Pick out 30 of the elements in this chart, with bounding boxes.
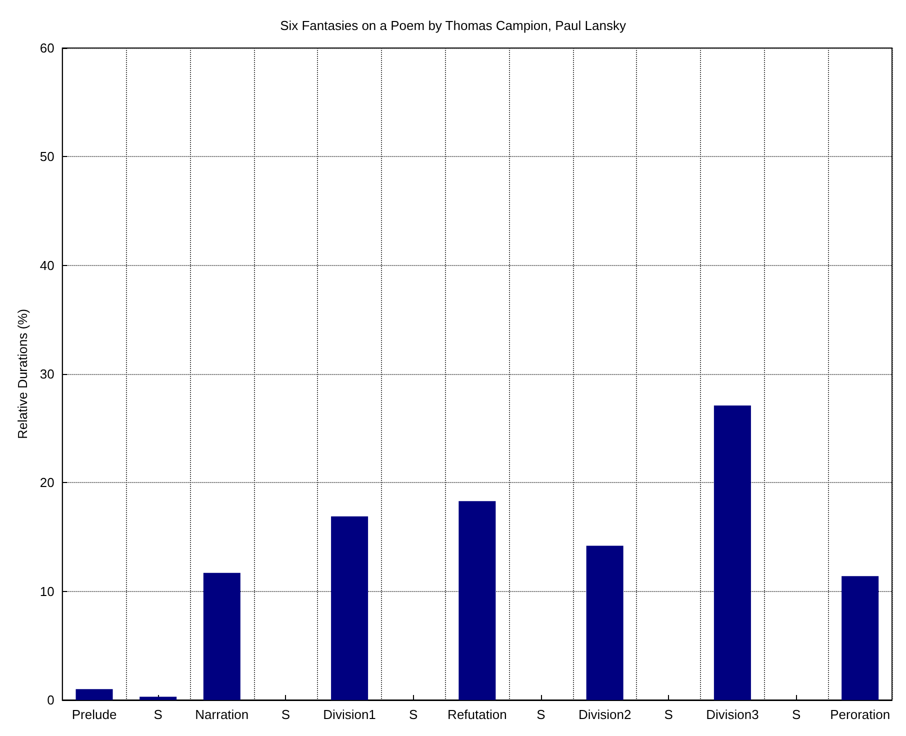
y-tick-label: 20 xyxy=(40,475,54,490)
y-axis-title: Relative Durations (%) xyxy=(15,308,30,440)
bar xyxy=(586,546,624,700)
x-tick-label: Peroration xyxy=(830,707,890,722)
x-tick-label: S xyxy=(281,707,290,722)
x-tick-label: Division3 xyxy=(706,707,759,722)
bar xyxy=(842,576,879,700)
bar xyxy=(458,501,496,700)
x-tick-label: S xyxy=(409,707,418,722)
bar xyxy=(140,696,177,700)
bar xyxy=(76,689,113,700)
x-tick-label: Division1 xyxy=(323,707,376,722)
y-tick-label: 50 xyxy=(40,149,54,164)
x-tick-label: S xyxy=(154,707,163,722)
bar xyxy=(714,406,751,700)
x-tick-label: S xyxy=(664,707,674,722)
y-tick-label: 0 xyxy=(47,692,54,708)
x-tick-label: S xyxy=(536,707,546,722)
x-tick-label: Division2 xyxy=(578,707,632,722)
chart-title: Six Fantasies on a Poem by Thomas Campion, Paul Lansky xyxy=(280,18,626,33)
y-tick-label: 60 xyxy=(40,40,54,56)
bar xyxy=(203,572,240,700)
x-tick-label: Prelude xyxy=(72,707,117,722)
y-tick-label: 10 xyxy=(40,584,54,599)
x-tick-label: S xyxy=(792,707,801,722)
y-tick-label: 30 xyxy=(40,366,54,382)
y-tick-label: 40 xyxy=(40,258,54,273)
bar xyxy=(331,516,368,700)
x-tick-label: Narration xyxy=(195,707,249,722)
x-tick-label: Refutation xyxy=(448,707,507,722)
